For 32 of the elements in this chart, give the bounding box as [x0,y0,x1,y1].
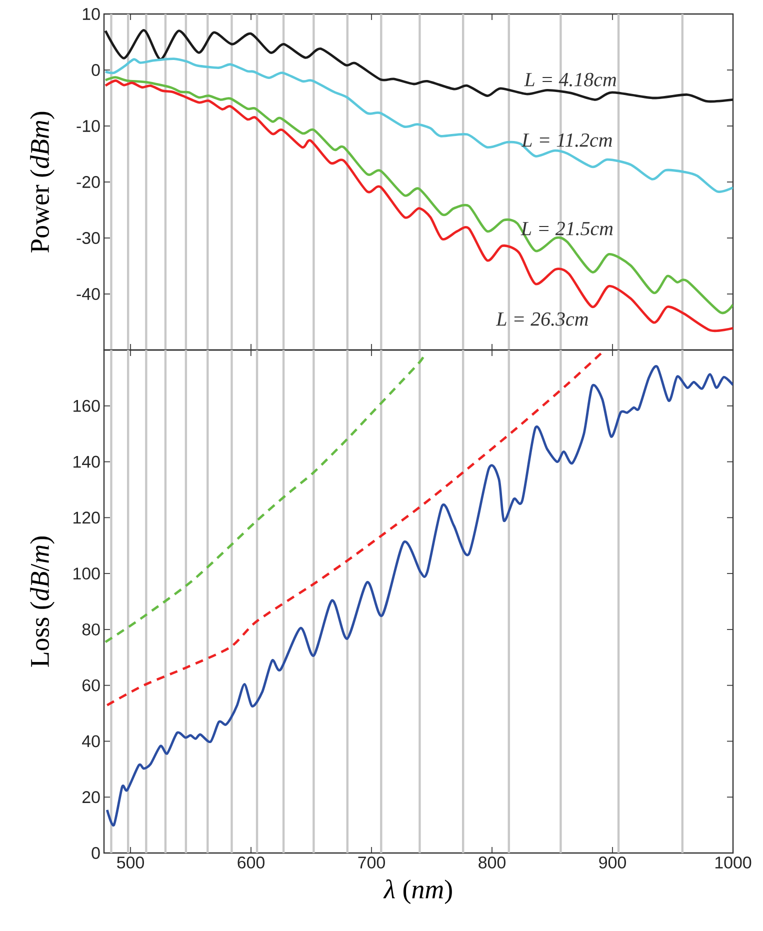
x-tick-label: 800 [478,856,506,869]
x-tick-label: 600 [238,856,264,869]
y-tick-label: 140 [74,456,100,468]
y-tick-label: 0 [92,64,100,76]
y-tick-label: 120 [74,512,100,524]
series-label: L = 4.18cm [524,72,616,86]
x-tick-label: 500 [117,856,144,869]
line-series [104,58,734,193]
x-tick-label: 900 [599,856,626,869]
y-tick-label: 80 [82,623,100,636]
y-tick-label: -40 [76,288,100,300]
series-label: L = 26.3cm [496,312,588,326]
y-tick-label: 60 [82,679,100,692]
x-tick-label: 700 [358,856,385,869]
series-label: L = 11.2cm [521,133,612,147]
line-series [106,352,603,706]
x-axis-title: λ (nm) [383,879,452,904]
y-axis-title: Power (dBm) [30,112,54,253]
y-tick-label: 100 [74,568,100,580]
y-tick-label: -10 [76,120,100,132]
y-tick-label: -30 [76,232,100,244]
y-axis-title: Loss (dB/m) [30,536,54,667]
y-tick-label: 10 [82,8,100,20]
y-tick-label: 0 [92,847,100,859]
y-tick-label: 160 [74,400,100,412]
line-series [104,29,734,103]
x-tick-label: 1000 [715,856,752,869]
y-tick-label: 20 [82,791,100,804]
y-tick-label: 40 [82,735,100,748]
y-tick-label: -20 [76,176,100,188]
series-label: L = 21.5cm [520,222,613,236]
line-series [106,366,734,826]
